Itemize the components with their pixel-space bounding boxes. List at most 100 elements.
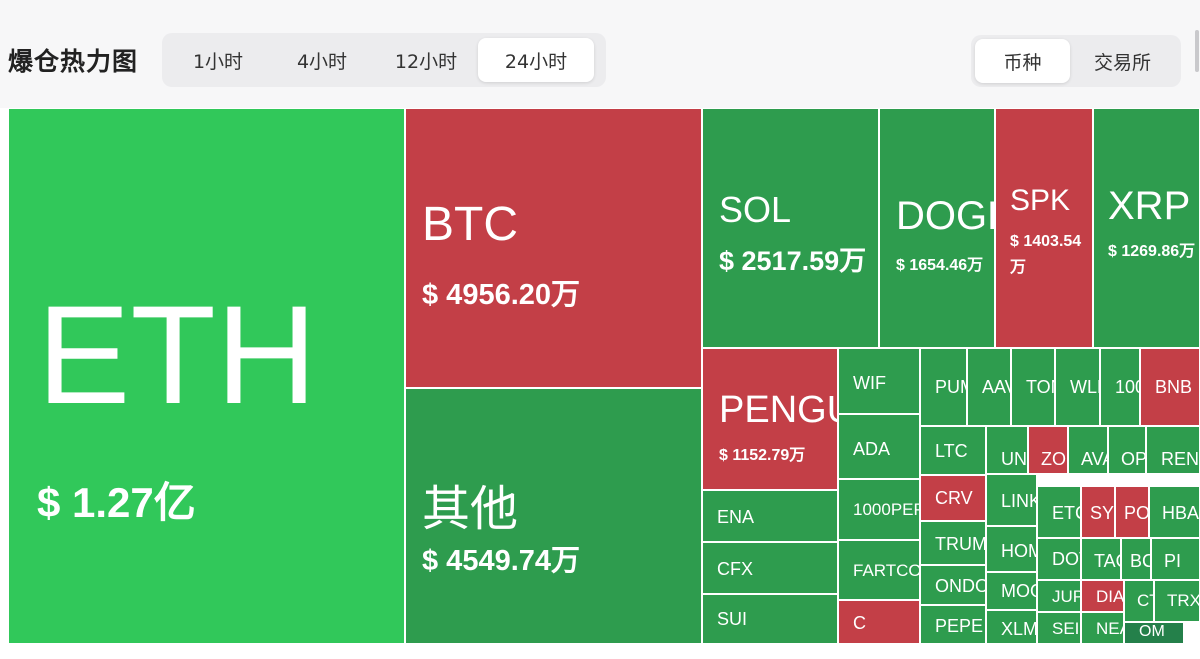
tile-symbol: PI <box>1164 551 1182 571</box>
tile-symbol: DOT <box>1052 549 1080 569</box>
heatmap-tile-dia[interactable]: DIA <box>1081 580 1124 612</box>
heatmap-tile-uni[interactable]: UNI <box>986 426 1028 474</box>
heatmap-tile-ena[interactable]: ENA <box>702 490 838 542</box>
tile-symbol: WLD <box>1070 377 1099 397</box>
tile-symbol: ETH <box>37 276 317 433</box>
tile-symbol: HBAR <box>1162 503 1200 523</box>
scrollbar[interactable] <box>1194 0 1200 659</box>
tile-symbol: 1000 <box>1115 377 1139 397</box>
tab-by-coin[interactable]: 币种 <box>975 39 1070 83</box>
tile-symbol: CT <box>1137 591 1153 610</box>
tile-symbol: SEI <box>1052 619 1080 638</box>
tile-symbol: AVAX <box>1081 449 1107 469</box>
tab-4h[interactable]: 4小时 <box>296 50 348 73</box>
page-title: 爆仓热力图 <box>8 47 139 76</box>
tile-symbol: BNB <box>1155 377 1193 397</box>
tile-symbol: RENDER <box>1161 449 1200 469</box>
heatmap-tile-sui[interactable]: SUI <box>702 594 838 644</box>
tile-symbol: OM <box>1139 623 1165 640</box>
tile-symbol: CFX <box>717 559 753 579</box>
heatmap-tile-trump[interactable]: TRUMP <box>920 521 986 565</box>
heatmap-tile-pol[interactable]: POL <box>1115 486 1149 538</box>
tile-symbol: NEAR <box>1096 619 1123 638</box>
tab-by-exchange[interactable]: 交易所 <box>1093 51 1151 74</box>
heatmap-tile-link[interactable]: LINK <box>986 474 1037 526</box>
tab-24h[interactable]: 24小时 <box>478 38 594 82</box>
tile-symbol: PENGU <box>719 389 837 431</box>
heatmap-tile-bnb[interactable]: BNB <box>1140 348 1200 426</box>
tab-1h[interactable]: 1小时 <box>192 50 244 73</box>
tile-symbol: LTC <box>935 441 968 461</box>
tile-symbol: FARTCOIN <box>853 561 920 580</box>
tile-value: $ 4956.20万 <box>422 279 581 311</box>
heatmap-tile-tao[interactable]: TAO <box>1081 538 1121 580</box>
heatmap-tile-wif[interactable]: WIF <box>838 348 920 414</box>
heatmap-tile-ondo[interactable]: ONDO <box>920 565 986 605</box>
heatmap-tile-hbar[interactable]: HBAR <box>1149 486 1200 538</box>
tile-value: $ 1269.86万 <box>1108 243 1196 260</box>
tile-symbol: ENA <box>717 507 755 527</box>
heatmap-tile-bch[interactable]: BCH <box>1121 538 1151 580</box>
heatmap-tile-ada[interactable]: ADA <box>838 414 920 479</box>
heatmap-tile-home[interactable]: HOME <box>986 526 1037 572</box>
heatmap-tile-syrup[interactable]: SYRUP <box>1081 486 1115 538</box>
heatmap-tile-btc[interactable]: BTC $ 4956.20万 <box>405 108 702 388</box>
tile-symbol: AAVE <box>982 377 1010 397</box>
heatmap-tile-1000pepe[interactable]: 1000PEPE <box>838 479 920 540</box>
heatmap-tile-zora[interactable]: ZORA <box>1028 426 1068 474</box>
heatmap-tile-avax[interactable]: AVAX <box>1068 426 1108 474</box>
tile-symbol: TON <box>1026 377 1054 397</box>
heatmap-tile-pi[interactable]: PI <box>1151 538 1200 580</box>
heatmap-tile-pump[interactable]: PUMP <box>920 348 967 426</box>
tile-value: $ 1403.54万 <box>1010 233 1082 276</box>
heatmap-tile-others[interactable]: 其他 $ 4549.74万 <box>405 388 702 644</box>
tile-symbol: 1000PEPE <box>853 500 919 519</box>
tile-symbol: DIA <box>1096 587 1124 606</box>
tile-symbol: MOODENG <box>1001 581 1036 601</box>
tile-symbol: CRV <box>935 488 973 508</box>
heatmap-tile-doge[interactable]: DOGE $ 1654.46万 <box>879 108 995 348</box>
tile-symbol: WIF <box>853 373 886 393</box>
heatmap-tile-cfx[interactable]: CFX <box>702 542 838 594</box>
heatmap-tile-eth[interactable]: ETH $ 1.27亿 <box>8 108 405 644</box>
heatmap-tile-aave[interactable]: AAVE <box>967 348 1011 426</box>
heatmap-tile-ton[interactable]: TON <box>1011 348 1055 426</box>
heatmap-tile-sol[interactable]: SOL $ 2517.59万 <box>702 108 879 348</box>
heatmap-tile-xlm[interactable]: XLM <box>986 610 1037 644</box>
heatmap-tile-moodeng[interactable]: MOODENG <box>986 572 1037 610</box>
scrollbar-thumb[interactable] <box>1195 30 1199 72</box>
heatmap-tile-wld[interactable]: WLD <box>1055 348 1100 426</box>
heatmap-tile-trx[interactable]: TRX <box>1154 580 1200 622</box>
heatmap-tile-sei[interactable]: SEI <box>1037 612 1081 644</box>
heatmap-tile-jup[interactable]: JUP <box>1037 580 1081 612</box>
tile-symbol: POL <box>1124 503 1149 523</box>
heatmap-tile-pepe[interactable]: PEPE <box>920 605 986 644</box>
heatmap-tile-om[interactable]: OM <box>1124 622 1184 644</box>
heatmap-tile-dot[interactable]: DOT <box>1037 538 1081 580</box>
tab-12h[interactable]: 12小时 <box>394 50 458 73</box>
tile-symbol: SUI <box>717 609 748 629</box>
heatmap-tile-pengu[interactable]: PENGU $ 1152.79万 <box>702 348 838 490</box>
heatmap-tile-1000[interactable]: 1000 <box>1100 348 1140 426</box>
tile-symbol: HOME <box>1001 541 1036 561</box>
tile-symbol: ZORA <box>1041 449 1067 469</box>
heatmap-tile-c[interactable]: C <box>838 600 920 644</box>
tile-symbol: 其他 <box>422 483 519 536</box>
heatmap-tile-render[interactable]: RENDER <box>1146 426 1200 474</box>
heatmap-tile-op[interactable]: OP <box>1108 426 1146 474</box>
heatmap-tile-spk[interactable]: SPK $ 1403.54万 <box>995 108 1093 348</box>
tile-symbol: JUP <box>1052 587 1081 606</box>
heatmap-tile-ltc[interactable]: LTC <box>920 426 986 475</box>
tile-symbol: XRP <box>1108 184 1191 228</box>
tile-symbol: PUMP <box>935 377 966 397</box>
heatmap-tile-crv[interactable]: CRV <box>920 475 986 521</box>
heatmap-tile-ct[interactable]: CT <box>1124 580 1154 622</box>
heatmap-tile-fartcoin[interactable]: FARTCOIN <box>838 540 920 600</box>
heatmap-tile-near[interactable]: NEAR <box>1081 612 1124 644</box>
time-range-selector: 1小时 4小时 12小时 24小时 <box>162 33 606 87</box>
heatmap-tile-etc[interactable]: ETC <box>1037 486 1081 538</box>
tile-symbol: XLM <box>1001 619 1037 639</box>
heatmap-tile-xrp[interactable]: XRP $ 1269.86万 <box>1093 108 1200 348</box>
tile-symbol: DOGE <box>896 194 994 238</box>
tile-symbol: UNI <box>1001 449 1027 469</box>
